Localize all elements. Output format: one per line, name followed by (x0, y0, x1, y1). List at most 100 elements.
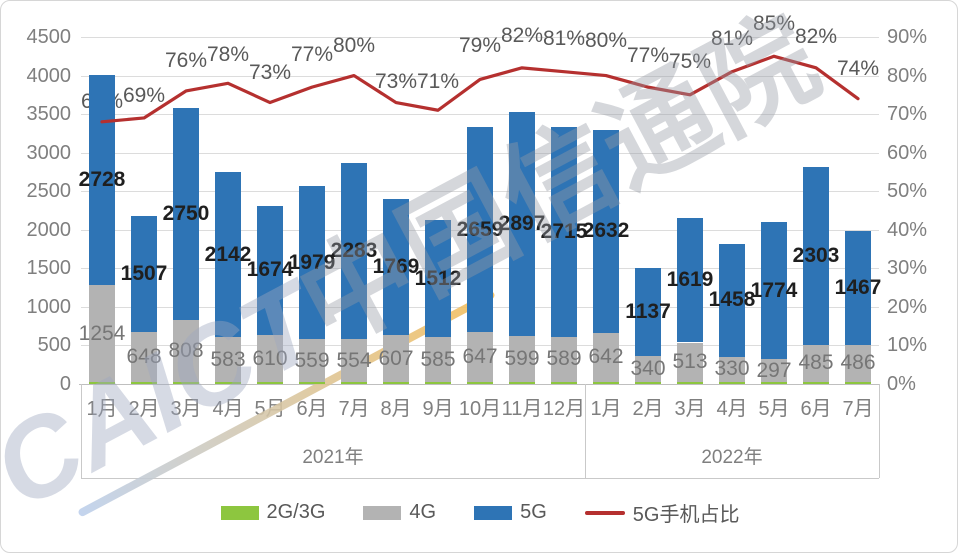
bar-segment-4g (719, 356, 745, 383)
x-axis-month-label: 12月 (542, 398, 586, 420)
bar-segment-2g3g (257, 382, 283, 384)
bar-segment-5g (551, 127, 577, 337)
y-axis-left-tick: 3500 (26, 103, 72, 126)
bar-segment-4g (509, 335, 535, 383)
bar-segment-5g (803, 167, 829, 345)
y-axis-right-tick: 40% (887, 218, 928, 241)
bar-label-4g: 589 (546, 347, 582, 371)
bar-label-5g: 1619 (666, 268, 714, 292)
bar-segment-2g3g (425, 382, 451, 384)
line-data-label: 74% (836, 56, 880, 80)
bar-segment-2g3g (509, 382, 535, 384)
bar-segment-4g (761, 359, 787, 383)
bar-segment-5g (593, 129, 619, 333)
bar-label-5g: 2897 (498, 212, 546, 236)
bar-label-4g: 513 (672, 350, 708, 374)
line-data-label: 82% (500, 23, 544, 47)
bar-label-5g: 1979 (288, 250, 336, 274)
bar-label-4g: 599 (504, 346, 540, 370)
y-axis-right-tick: 70% (887, 103, 928, 126)
bar-segment-2g3g (719, 382, 745, 384)
bar-segment-5g (845, 231, 871, 345)
x-axis-month-label: 11月 (501, 398, 543, 420)
y-axis-left-tick: 4000 (26, 64, 72, 87)
bar-segment-2g3g (467, 382, 493, 384)
bar-segment-2g3g (383, 382, 409, 384)
x-axis-month-label: 5月 (758, 398, 790, 420)
y-axis-left-tick: 2500 (26, 180, 72, 203)
bar-segment-5g (761, 222, 787, 360)
bar-segment-5g (677, 217, 703, 343)
bar-label-5g: 2715 (540, 219, 588, 243)
y-axis-left-tick: 3000 (26, 141, 72, 164)
bar-label-5g: 1458 (708, 288, 756, 312)
x-axis-year-label: 2021年 (302, 447, 364, 468)
legend-label-5g-share: 5G手机占比 (632, 504, 740, 526)
bar-segment-4g (551, 336, 577, 383)
bar-segment-4g (635, 355, 661, 383)
bar-label-4g: 1254 (78, 321, 126, 345)
line-data-label: 75% (668, 49, 712, 73)
line-data-label: 80% (584, 28, 628, 52)
bar-segment-5g (509, 112, 535, 336)
bar-label-4g: 485 (798, 351, 834, 375)
x-axis-month-label: 6月 (800, 398, 832, 420)
category-box-bottom (81, 478, 879, 479)
bar-label-4g: 340 (630, 356, 666, 380)
bar-label-5g: 2659 (456, 217, 504, 241)
x-axis-year-label: 2022年 (701, 447, 763, 468)
y-axis-left-tick: 1500 (26, 257, 72, 280)
bar-segment-2g3g (593, 382, 619, 384)
bar-label-5g: 2142 (204, 242, 252, 266)
bar-segment-4g (845, 344, 871, 383)
line-data-label: 85% (752, 12, 796, 36)
y-axis-right-tick: 20% (887, 295, 928, 318)
bar-label-5g: 2750 (162, 201, 210, 225)
bar-label-4g: 297 (756, 358, 792, 382)
bar-segment-2g3g (761, 382, 787, 384)
legend-label-2g3g: 2G/3G (266, 501, 326, 523)
bar-label-5g: 2632 (582, 219, 630, 243)
y-axis-left-tick: 4500 (26, 26, 72, 48)
y-axis-right-tick: 0% (887, 373, 916, 395)
legend: 2G/3G 4G 5G 5G手机占比 (1, 498, 957, 527)
legend-item-2g3g: 2G/3G (220, 501, 326, 524)
grid-line (81, 37, 879, 38)
legend-item-5g-share: 5G手机占比 (584, 498, 740, 527)
x-axis-month-label: 2月 (632, 398, 664, 420)
legend-item-5g: 5G (474, 501, 547, 524)
y-axis-right-tick: 50% (887, 180, 928, 203)
bar-label-5g: 1137 (625, 300, 671, 324)
bar-label-5g: 1507 (120, 262, 168, 285)
x-axis-month-label: 4月 (716, 398, 748, 420)
y-axis-left-tick: 500 (37, 334, 71, 357)
bar-segment-4g (803, 344, 829, 383)
line-data-label: 81% (542, 26, 586, 50)
line-data-label: 79% (458, 34, 502, 58)
bar-label-5g: 1512 (414, 266, 462, 290)
bar-segment-2g3g (173, 382, 199, 384)
bar-segment-4g (593, 332, 619, 383)
y-axis-left-tick: 1000 (26, 295, 72, 318)
bar-segment-2g3g (845, 382, 871, 384)
bar-label-4g: 486 (840, 351, 876, 375)
bar-label-5g: 1674 (246, 258, 294, 282)
y-axis-right-tick: 60% (887, 141, 928, 164)
y-axis-right-tick: 90% (887, 26, 928, 48)
legend-item-4g: 4G (363, 501, 436, 524)
legend-label-5g: 5G (520, 501, 547, 523)
legend-line-swatch-5g-share (584, 510, 625, 515)
category-box-divider (585, 384, 586, 478)
legend-label-4g: 4G (409, 501, 437, 523)
bar-segment-5g (635, 268, 661, 356)
bar-segment-2g3g (677, 382, 703, 384)
y-axis-right-tick: 30% (887, 257, 928, 280)
bar-label-5g: 1769 (372, 255, 420, 279)
bar-segment-4g (677, 342, 703, 383)
y-axis-left-tick: 0 (59, 373, 71, 395)
x-axis-line (79, 384, 879, 385)
grid-line (81, 114, 879, 116)
line-data-label: 71% (416, 70, 460, 94)
